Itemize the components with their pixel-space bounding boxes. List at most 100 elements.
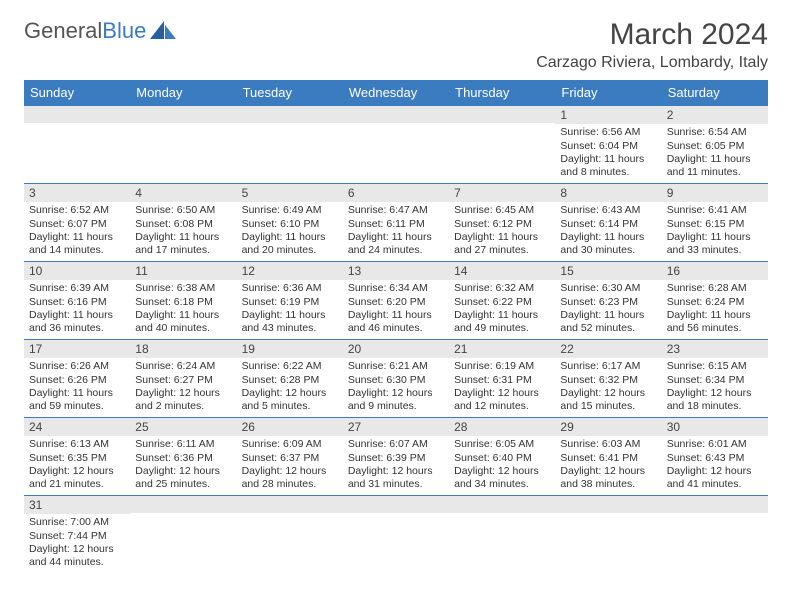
day-details: Sunrise: 6:28 AMSunset: 6:24 PMDaylight:…: [662, 280, 768, 339]
day-number-bar: 8: [555, 184, 661, 202]
calendar-cell: 26Sunrise: 6:09 AMSunset: 6:37 PMDayligh…: [237, 418, 343, 496]
daylight2-text: and 31 minutes.: [348, 478, 444, 491]
sunset-text: Sunset: 6:20 PM: [348, 296, 444, 309]
sunset-text: Sunset: 7:44 PM: [29, 530, 125, 543]
daylight2-text: and 49 minutes.: [454, 322, 550, 335]
day-details: Sunrise: 6:09 AMSunset: 6:37 PMDaylight:…: [237, 436, 343, 495]
day-number-bar: 19: [237, 340, 343, 358]
calendar-cell: 4Sunrise: 6:50 AMSunset: 6:08 PMDaylight…: [130, 184, 236, 262]
daylight2-text: and 28 minutes.: [242, 478, 338, 491]
daylight1-text: Daylight: 12 hours: [348, 465, 444, 478]
calendar-cell: [237, 106, 343, 184]
daylight1-text: Daylight: 11 hours: [560, 153, 656, 166]
sunrise-text: Sunrise: 6:21 AM: [348, 360, 444, 373]
weekday-header: Saturday: [662, 80, 768, 106]
calendar-cell: 10Sunrise: 6:39 AMSunset: 6:16 PMDayligh…: [24, 262, 130, 340]
day-number-bar: 15: [555, 262, 661, 280]
weekday-header: Monday: [130, 80, 236, 106]
day-number-bar: 28: [449, 418, 555, 436]
daylight2-text: and 38 minutes.: [560, 478, 656, 491]
day-details: Sunrise: 6:05 AMSunset: 6:40 PMDaylight:…: [449, 436, 555, 495]
sunset-text: Sunset: 6:11 PM: [348, 218, 444, 231]
weekday-header: Thursday: [449, 80, 555, 106]
day-number-bar: 20: [343, 340, 449, 358]
sunset-text: Sunset: 6:16 PM: [29, 296, 125, 309]
sunrise-text: Sunrise: 6:43 AM: [560, 204, 656, 217]
sunset-text: Sunset: 6:10 PM: [242, 218, 338, 231]
daylight2-text: and 59 minutes.: [29, 400, 125, 413]
daylight2-text: and 36 minutes.: [29, 322, 125, 335]
sunrise-text: Sunrise: 6:34 AM: [348, 282, 444, 295]
daylight2-text: and 2 minutes.: [135, 400, 231, 413]
daylight1-text: Daylight: 12 hours: [135, 387, 231, 400]
sunset-text: Sunset: 6:39 PM: [348, 452, 444, 465]
calendar-cell: 11Sunrise: 6:38 AMSunset: 6:18 PMDayligh…: [130, 262, 236, 340]
sunrise-text: Sunrise: 6:52 AM: [29, 204, 125, 217]
day-number-bar: 3: [24, 184, 130, 202]
daylight2-text: and 8 minutes.: [560, 166, 656, 179]
calendar-cell: 28Sunrise: 6:05 AMSunset: 6:40 PMDayligh…: [449, 418, 555, 496]
day-number-bar: 25: [130, 418, 236, 436]
calendar-cell: 12Sunrise: 6:36 AMSunset: 6:19 PMDayligh…: [237, 262, 343, 340]
daylight2-text: and 12 minutes.: [454, 400, 550, 413]
calendar-cell: 9Sunrise: 6:41 AMSunset: 6:15 PMDaylight…: [662, 184, 768, 262]
sunset-text: Sunset: 6:08 PM: [135, 218, 231, 231]
sunrise-text: Sunrise: 6:24 AM: [135, 360, 231, 373]
weekday-header: Tuesday: [237, 80, 343, 106]
calendar-cell: [449, 496, 555, 574]
sunrise-text: Sunrise: 6:22 AM: [242, 360, 338, 373]
calendar-cell: 27Sunrise: 6:07 AMSunset: 6:39 PMDayligh…: [343, 418, 449, 496]
daylight2-text: and 41 minutes.: [667, 478, 763, 491]
day-number-bar: 29: [555, 418, 661, 436]
sunrise-text: Sunrise: 6:17 AM: [560, 360, 656, 373]
calendar-cell: [130, 496, 236, 574]
calendar-week-row: 17Sunrise: 6:26 AMSunset: 6:26 PMDayligh…: [24, 340, 768, 418]
daylight1-text: Daylight: 11 hours: [560, 309, 656, 322]
daylight1-text: Daylight: 11 hours: [667, 153, 763, 166]
day-number-bar: 14: [449, 262, 555, 280]
daylight2-text: and 30 minutes.: [560, 244, 656, 257]
daylight1-text: Daylight: 12 hours: [667, 465, 763, 478]
sunset-text: Sunset: 6:30 PM: [348, 374, 444, 387]
sunset-text: Sunset: 6:07 PM: [29, 218, 125, 231]
sunset-text: Sunset: 6:32 PM: [560, 374, 656, 387]
day-number-bar: 17: [24, 340, 130, 358]
day-number-bar: 6: [343, 184, 449, 202]
calendar-cell: 14Sunrise: 6:32 AMSunset: 6:22 PMDayligh…: [449, 262, 555, 340]
day-details: Sunrise: 6:47 AMSunset: 6:11 PMDaylight:…: [343, 202, 449, 261]
day-number-bar: [662, 496, 768, 513]
calendar-cell: 8Sunrise: 6:43 AMSunset: 6:14 PMDaylight…: [555, 184, 661, 262]
sunset-text: Sunset: 6:12 PM: [454, 218, 550, 231]
day-details: Sunrise: 6:39 AMSunset: 6:16 PMDaylight:…: [24, 280, 130, 339]
calendar-cell: 13Sunrise: 6:34 AMSunset: 6:20 PMDayligh…: [343, 262, 449, 340]
daylight1-text: Daylight: 12 hours: [560, 387, 656, 400]
day-number-bar: [24, 106, 130, 123]
day-number-bar: 21: [449, 340, 555, 358]
day-number-bar: 10: [24, 262, 130, 280]
calendar-cell: 21Sunrise: 6:19 AMSunset: 6:31 PMDayligh…: [449, 340, 555, 418]
daylight2-text: and 44 minutes.: [29, 556, 125, 569]
day-details: Sunrise: 6:17 AMSunset: 6:32 PMDaylight:…: [555, 358, 661, 417]
daylight2-text: and 34 minutes.: [454, 478, 550, 491]
calendar-cell: 18Sunrise: 6:24 AMSunset: 6:27 PMDayligh…: [130, 340, 236, 418]
day-details: Sunrise: 6:30 AMSunset: 6:23 PMDaylight:…: [555, 280, 661, 339]
daylight1-text: Daylight: 12 hours: [348, 387, 444, 400]
daylight1-text: Daylight: 11 hours: [667, 309, 763, 322]
sunset-text: Sunset: 6:04 PM: [560, 140, 656, 153]
calendar-cell: 29Sunrise: 6:03 AMSunset: 6:41 PMDayligh…: [555, 418, 661, 496]
daylight2-text: and 9 minutes.: [348, 400, 444, 413]
daylight2-text: and 11 minutes.: [667, 166, 763, 179]
daylight1-text: Daylight: 11 hours: [29, 231, 125, 244]
brand-part2: Blue: [102, 18, 146, 43]
day-details: Sunrise: 6:43 AMSunset: 6:14 PMDaylight:…: [555, 202, 661, 261]
daylight1-text: Daylight: 12 hours: [242, 387, 338, 400]
weekday-header: Sunday: [24, 80, 130, 106]
day-details: Sunrise: 6:50 AMSunset: 6:08 PMDaylight:…: [130, 202, 236, 261]
daylight2-text: and 46 minutes.: [348, 322, 444, 335]
daylight1-text: Daylight: 12 hours: [560, 465, 656, 478]
day-number-bar: [343, 106, 449, 123]
calendar-body: 1Sunrise: 6:56 AMSunset: 6:04 PMDaylight…: [24, 106, 768, 574]
day-details: Sunrise: 6:24 AMSunset: 6:27 PMDaylight:…: [130, 358, 236, 417]
daylight1-text: Daylight: 12 hours: [29, 543, 125, 556]
sunset-text: Sunset: 6:35 PM: [29, 452, 125, 465]
